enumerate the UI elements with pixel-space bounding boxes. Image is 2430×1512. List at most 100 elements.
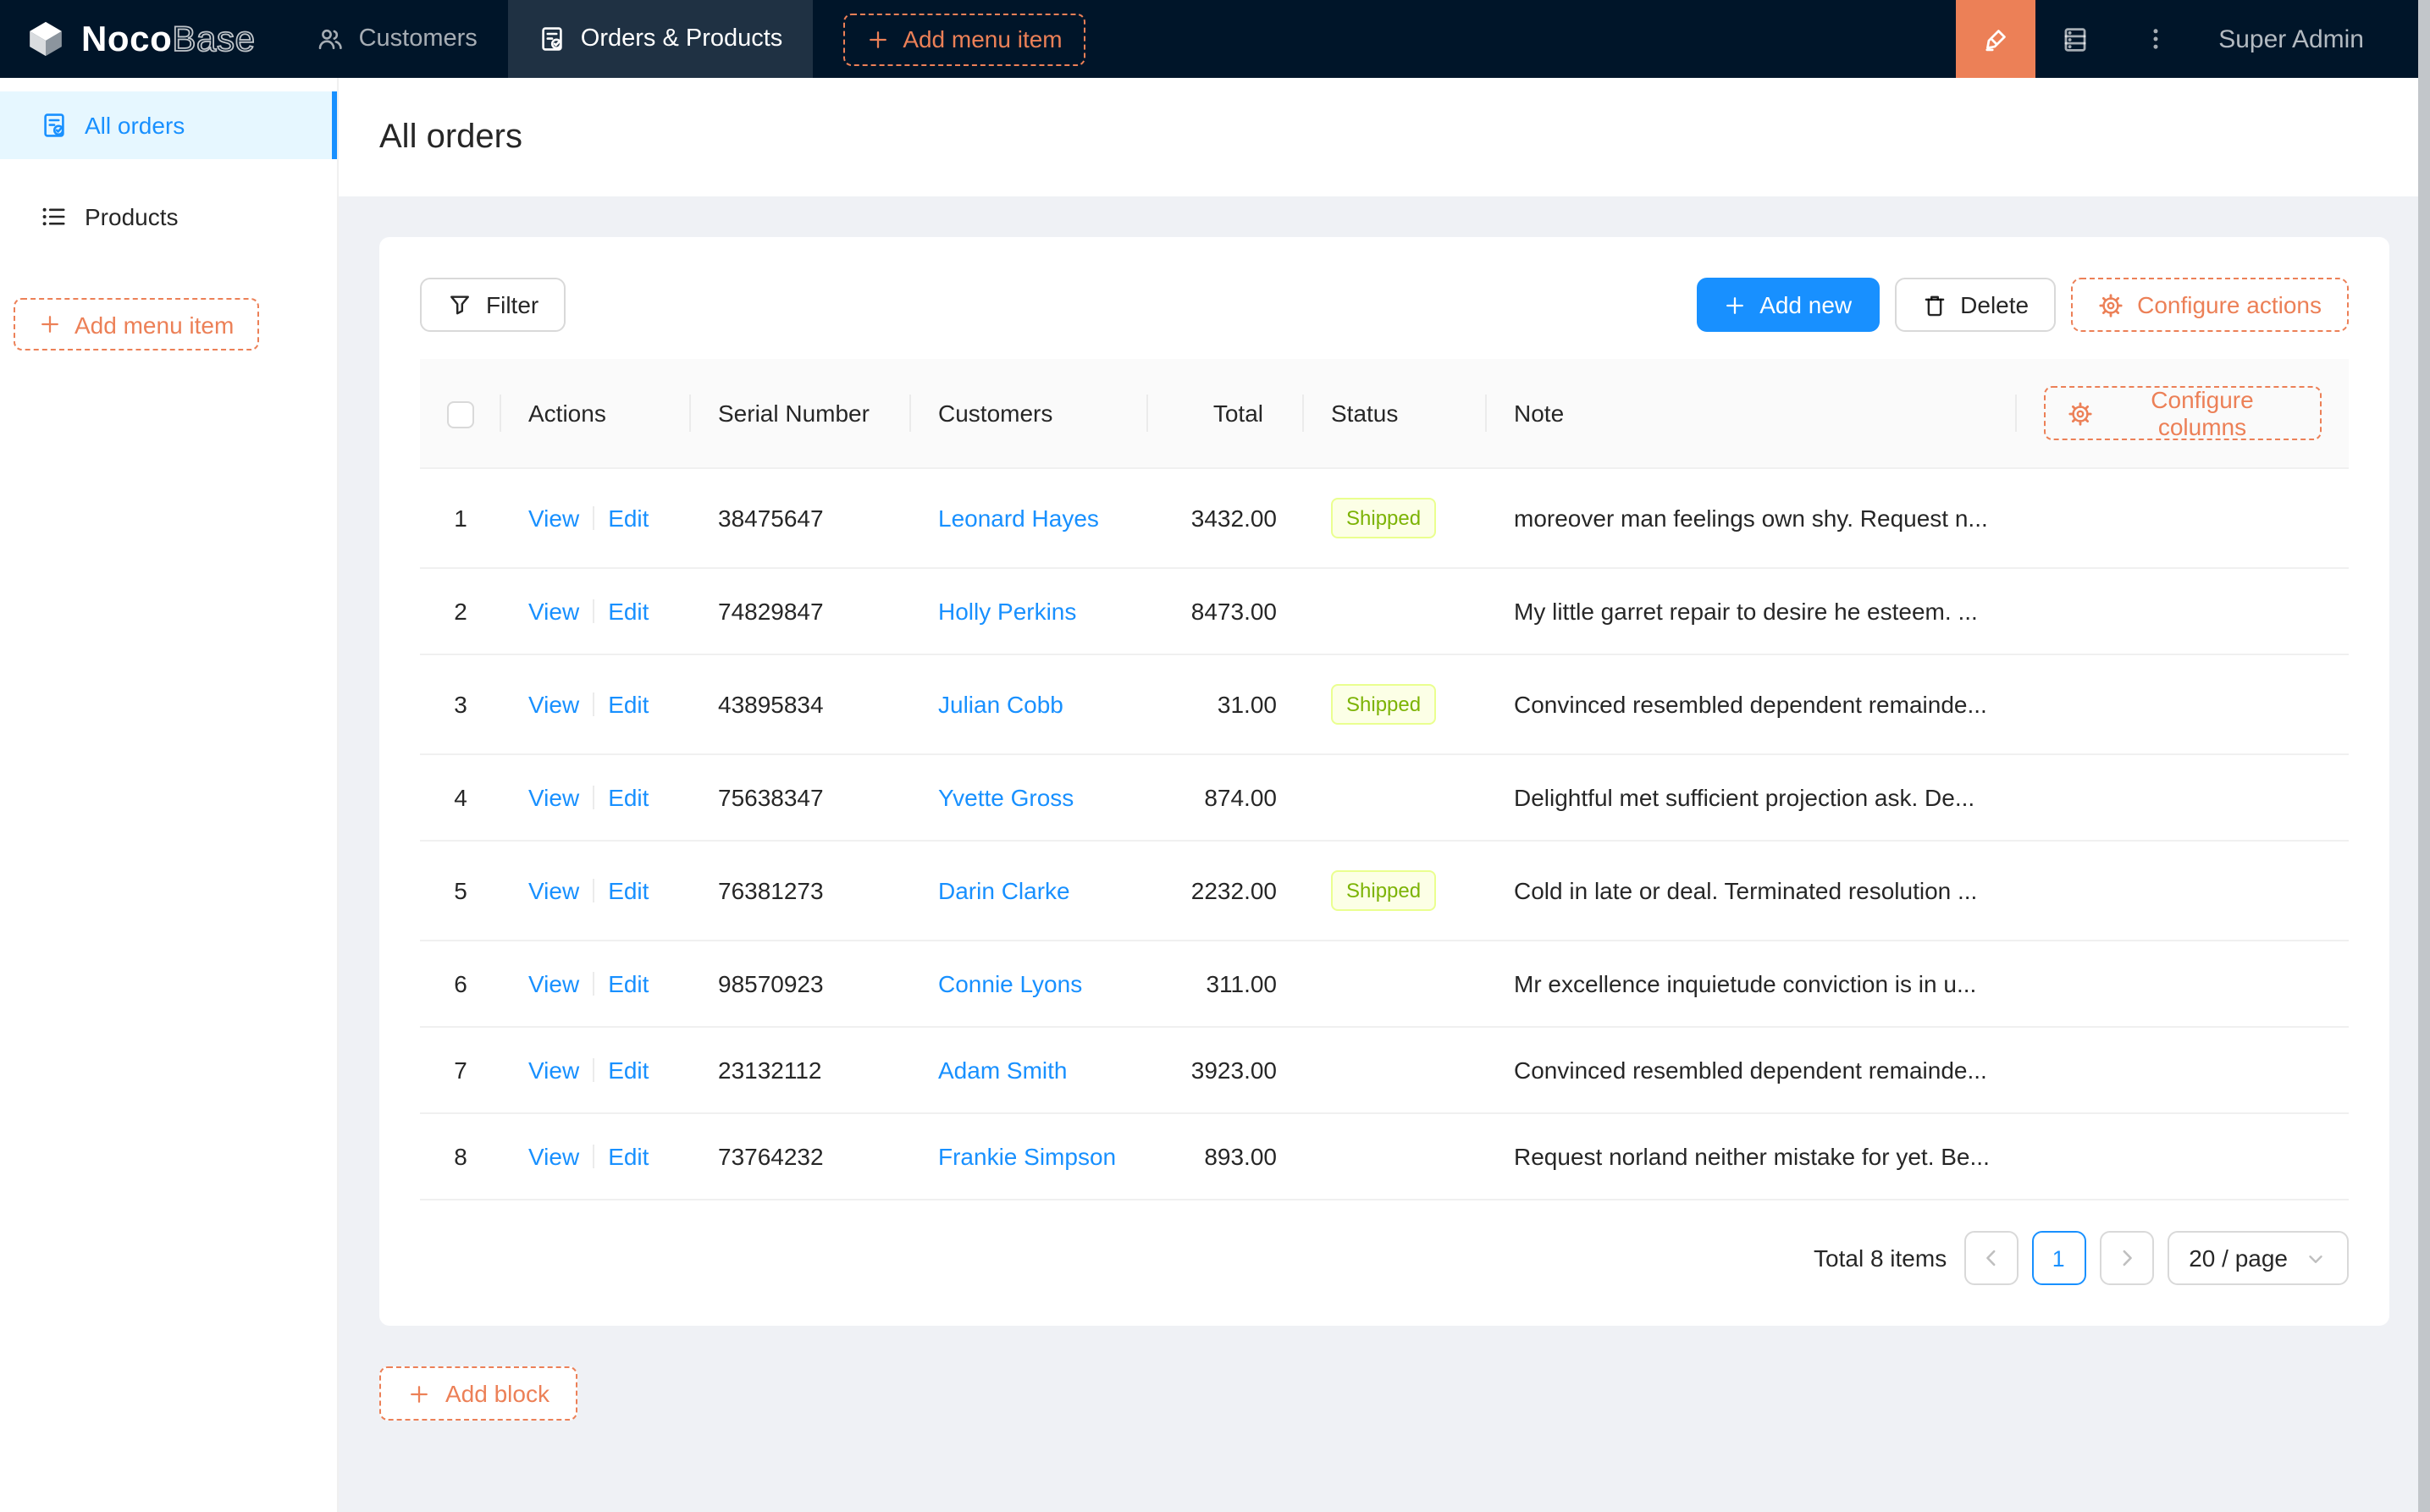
column-header-actions: Actions <box>501 359 691 469</box>
customer-link[interactable]: Frankie Simpson <box>938 1143 1117 1170</box>
sidebar-item-all-orders[interactable]: All orders <box>0 91 337 159</box>
edit-link[interactable]: Edit <box>608 784 649 811</box>
customer-link[interactable]: Julian Cobb <box>938 691 1063 718</box>
customer-link[interactable]: Holly Perkins <box>938 598 1077 625</box>
nav-tab-label: Orders & Products <box>580 25 783 52</box>
sidebar: All orders Products Add menu item <box>0 78 339 1512</box>
view-link[interactable]: View <box>528 505 580 532</box>
divider <box>593 972 595 996</box>
row-index: 3 <box>454 691 467 718</box>
view-link[interactable]: View <box>528 877 580 904</box>
delete-button[interactable]: Delete <box>1894 278 2057 332</box>
note-cell: Delightful met sufficient projection ask… <box>1487 754 2017 842</box>
edit-link[interactable]: Edit <box>608 877 649 904</box>
sidebar-add-menu-item-button[interactable]: Add menu item <box>14 298 260 350</box>
edit-link[interactable]: Edit <box>608 970 649 997</box>
plus-icon <box>867 28 889 50</box>
sidebar-item-products[interactable]: Products <box>0 183 337 251</box>
list-icon <box>41 203 68 230</box>
chevron-right-icon <box>2114 1246 2138 1270</box>
edit-link[interactable]: Edit <box>608 691 649 718</box>
note-cell: My little garret repair to desire he est… <box>1487 568 2017 655</box>
serial-number-cell: 98570923 <box>691 941 911 1028</box>
table-row[interactable]: 6 View Edit 98570923 Connie Lyons 311.00… <box>420 941 2349 1028</box>
user-menu[interactable]: Super Admin <box>2195 0 2391 78</box>
select-all-checkbox[interactable] <box>447 400 474 428</box>
column-header-customers: Customers <box>911 359 1148 469</box>
total-cell: 2232.00 <box>1148 841 1304 941</box>
column-header-note: Note <box>1487 359 2017 469</box>
table-row[interactable]: 1 View Edit 38475647 Leonard Hayes 3432.… <box>420 468 2349 569</box>
page-header: All orders <box>339 78 2430 196</box>
nav-tab-customers[interactable]: Customers <box>286 0 508 78</box>
edit-link[interactable]: Edit <box>608 1143 649 1170</box>
view-link[interactable]: View <box>528 691 580 718</box>
edit-link[interactable]: Edit <box>608 598 649 625</box>
serial-number-cell: 75638347 <box>691 754 911 842</box>
divider <box>593 1058 595 1082</box>
view-link[interactable]: View <box>528 970 580 997</box>
edit-link[interactable]: Edit <box>608 505 649 532</box>
orders-icon <box>538 25 566 52</box>
nav-tab-orders-products[interactable]: Orders & Products <box>507 0 814 78</box>
table-row[interactable]: 7 View Edit 23132112 Adam Smith 3923.00 … <box>420 1027 2349 1114</box>
ui-editor-toggle-button[interactable] <box>1956 0 2036 78</box>
nocobase-logo-icon <box>24 17 68 61</box>
filter-button[interactable]: Filter <box>420 278 566 332</box>
trash-icon <box>1921 292 1947 317</box>
more-menu-button[interactable] <box>2115 0 2195 78</box>
row-index: 6 <box>454 970 467 997</box>
pagination-prev-button[interactable] <box>1963 1231 2019 1285</box>
navbar-right-cluster: Super Admin <box>1956 0 2391 78</box>
table-toolbar: Filter Add new <box>420 278 2349 332</box>
app-logo: NocoBase <box>0 0 286 78</box>
divider <box>593 599 595 623</box>
table-row[interactable]: 2 View Edit 74829847 Holly Perkins 8473.… <box>420 568 2349 655</box>
table-row[interactable]: 3 View Edit 43895834 Julian Cobb 31.00 S… <box>420 654 2349 755</box>
total-cell: 311.00 <box>1148 941 1304 1028</box>
customer-link[interactable]: Darin Clarke <box>938 877 1070 904</box>
highlighter-icon <box>1981 25 2010 53</box>
table-row[interactable]: 4 View Edit 75638347 Yvette Gross 874.00… <box>420 754 2349 842</box>
serial-number-cell: 43895834 <box>691 654 911 755</box>
serial-number-cell: 73764232 <box>691 1113 911 1200</box>
customer-link[interactable]: Adam Smith <box>938 1057 1068 1084</box>
serial-number-cell: 76381273 <box>691 841 911 941</box>
collections-button[interactable] <box>2035 0 2115 78</box>
total-cell: 8473.00 <box>1148 568 1304 655</box>
sidebar-item-label: All orders <box>85 112 185 139</box>
pagination-total: Total 8 items <box>1814 1244 1947 1272</box>
row-index: 8 <box>454 1143 467 1170</box>
view-link[interactable]: View <box>528 1143 580 1170</box>
nav-add-menu-item-button[interactable]: Add menu item <box>843 13 1086 65</box>
page-title: All orders <box>379 118 522 155</box>
column-header-serial-number: Serial Number <box>691 359 911 469</box>
divider <box>593 693 595 716</box>
customer-link[interactable]: Leonard Hayes <box>938 505 1099 532</box>
configure-columns-button[interactable]: Configure columns <box>2044 386 2322 440</box>
table-row[interactable]: 5 View Edit 76381273 Darin Clarke 2232.0… <box>420 841 2349 941</box>
orders-table: Actions Serial Number Customers Total St… <box>420 359 2349 1200</box>
status-badge: Shipped <box>1331 498 1437 538</box>
page-size-select[interactable]: 20 / page <box>2167 1231 2349 1285</box>
add-new-button[interactable]: Add new <box>1697 278 1880 332</box>
view-link[interactable]: View <box>528 598 580 625</box>
page-content: Filter Add new <box>339 196 2430 1512</box>
database-icon <box>2061 25 2090 53</box>
pagination-next-button[interactable] <box>2099 1231 2154 1285</box>
window-scrollbar[interactable] <box>2418 0 2430 1512</box>
edit-link[interactable]: Edit <box>608 1057 649 1084</box>
view-link[interactable]: View <box>528 1057 580 1084</box>
serial-number-cell: 38475647 <box>691 468 911 569</box>
divider <box>593 879 595 902</box>
total-cell: 3923.00 <box>1148 1027 1304 1114</box>
view-link[interactable]: View <box>528 784 580 811</box>
customer-link[interactable]: Yvette Gross <box>938 784 1074 811</box>
gear-icon <box>2068 400 2093 426</box>
customer-link[interactable]: Connie Lyons <box>938 970 1083 997</box>
filter-icon <box>447 292 472 317</box>
configure-actions-button[interactable]: Configure actions <box>2071 278 2349 332</box>
add-block-button[interactable]: Add block <box>379 1366 578 1421</box>
pagination-page-1[interactable]: 1 <box>2031 1231 2086 1285</box>
table-row[interactable]: 8 View Edit 73764232 Frankie Simpson 893… <box>420 1113 2349 1200</box>
